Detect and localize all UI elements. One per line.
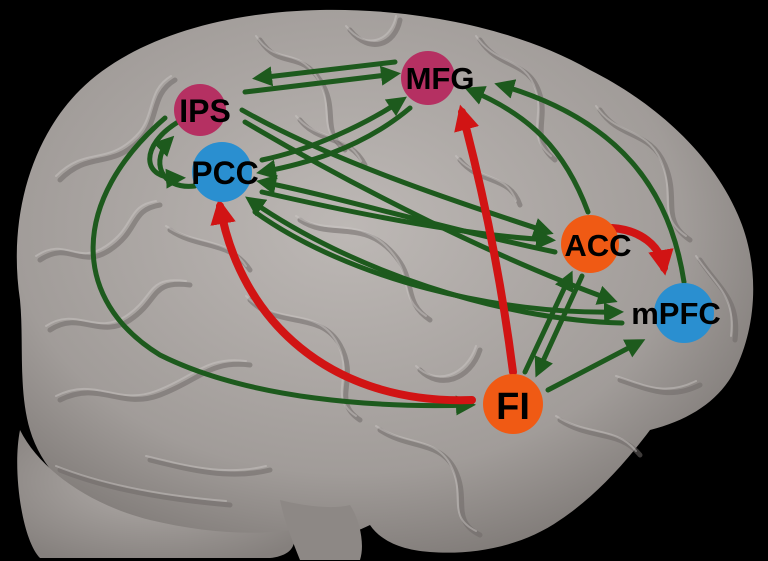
edge-acc-to-fi (534, 273, 585, 378)
gyri-folds (35, 15, 739, 538)
node-mpfc-label: mPFC (631, 296, 721, 331)
node-ips-circle (174, 84, 226, 136)
edge-fi-to-mfg (454, 104, 517, 376)
node-pcc-label: PCC (191, 155, 259, 191)
sulcus-fold (457, 157, 523, 208)
node-fi-label: FI (496, 386, 530, 428)
node-fi: FI (483, 374, 543, 434)
gyrus-highlight (45, 279, 187, 327)
edge-fi-to-mpfc (545, 339, 646, 393)
edge-ips-to-mfg (242, 65, 401, 95)
sulcus-fold (417, 347, 483, 383)
edge-acc-to-mpfc (608, 224, 674, 276)
node-pcc-circle (192, 142, 252, 202)
node-acc-label: ACC (564, 228, 631, 263)
node-mpfc: mPFC (631, 283, 721, 343)
node-mpfc-circle (654, 283, 714, 343)
gyrus-highlight (245, 295, 357, 417)
node-ips-label: IPS (179, 93, 231, 129)
node-mfg-label: MFG (406, 61, 475, 96)
node-fi-circle (483, 374, 543, 434)
sulcus-fold (697, 257, 739, 343)
cerebellum (17, 430, 294, 558)
connection-edges (90, 59, 687, 416)
sulcus-fold (597, 107, 693, 243)
brain-surface (16, 9, 754, 560)
edge-pcc-to-acc (259, 189, 556, 250)
gyrus-highlight (145, 455, 267, 472)
sulcus-fold (47, 281, 193, 333)
gyrus-highlight (375, 425, 477, 532)
gyrus-highlight (695, 255, 733, 337)
sulcus-fold (57, 467, 233, 508)
node-ips: IPS (174, 84, 231, 136)
sulcus-fold (257, 37, 348, 153)
sulcus-fold (297, 117, 368, 168)
gyrus-highlight (345, 15, 397, 42)
gyrus-highlight (415, 345, 477, 378)
edge-ips-to-fi (90, 115, 476, 416)
gyrus-highlight (255, 35, 342, 147)
edge-mpfc-to-mfg (494, 79, 687, 285)
cerebrum (16, 9, 754, 553)
node-acc-circle (561, 215, 619, 273)
gyrus-highlight (555, 415, 637, 452)
node-mfg: MFG (401, 51, 474, 105)
sulcus-fold (377, 427, 483, 538)
edge-fi-to-acc (522, 270, 574, 375)
sulcus-fold (297, 217, 433, 323)
node-acc: ACC (561, 215, 632, 273)
node-mfg-circle (401, 51, 455, 105)
sulcus-fold (167, 227, 253, 273)
node-pcc: PCC (191, 142, 259, 202)
region-nodes: IPS PCC MFG ACC mPFC FI (174, 51, 721, 434)
edge-pcc-to-ips (153, 135, 198, 189)
gyrus-highlight (615, 375, 697, 390)
edge-pcc-to-mfg (259, 96, 407, 163)
gyrus-highlight (165, 225, 247, 267)
edge-fi-to-pcc (210, 198, 476, 405)
edge-pcc-to-mpfc (252, 209, 624, 323)
sulcus-fold (477, 37, 558, 163)
sulcus-fold (57, 361, 253, 403)
gyrus-highlight (295, 215, 427, 317)
gyrus-highlight (455, 155, 517, 202)
edge-acc-to-pcc (256, 174, 558, 255)
gyrus-highlight (55, 359, 247, 397)
sulcus-fold (37, 202, 163, 263)
gyrus-highlight (55, 465, 227, 502)
gyrus-highlight (55, 75, 172, 177)
sulcus-fold (557, 417, 643, 458)
gyrus-highlight (35, 200, 157, 257)
edge-mfg-to-ips (252, 59, 398, 87)
edge-ips-to-acc (239, 107, 554, 238)
gyrus-highlight (475, 35, 552, 157)
sulcus-fold (147, 457, 273, 477)
edge-acc-to-mfg (464, 86, 591, 215)
sulcus-fold (617, 377, 703, 396)
gyrus-highlight (595, 105, 687, 237)
sulcus-fold (347, 17, 403, 47)
brainstem (280, 500, 362, 560)
